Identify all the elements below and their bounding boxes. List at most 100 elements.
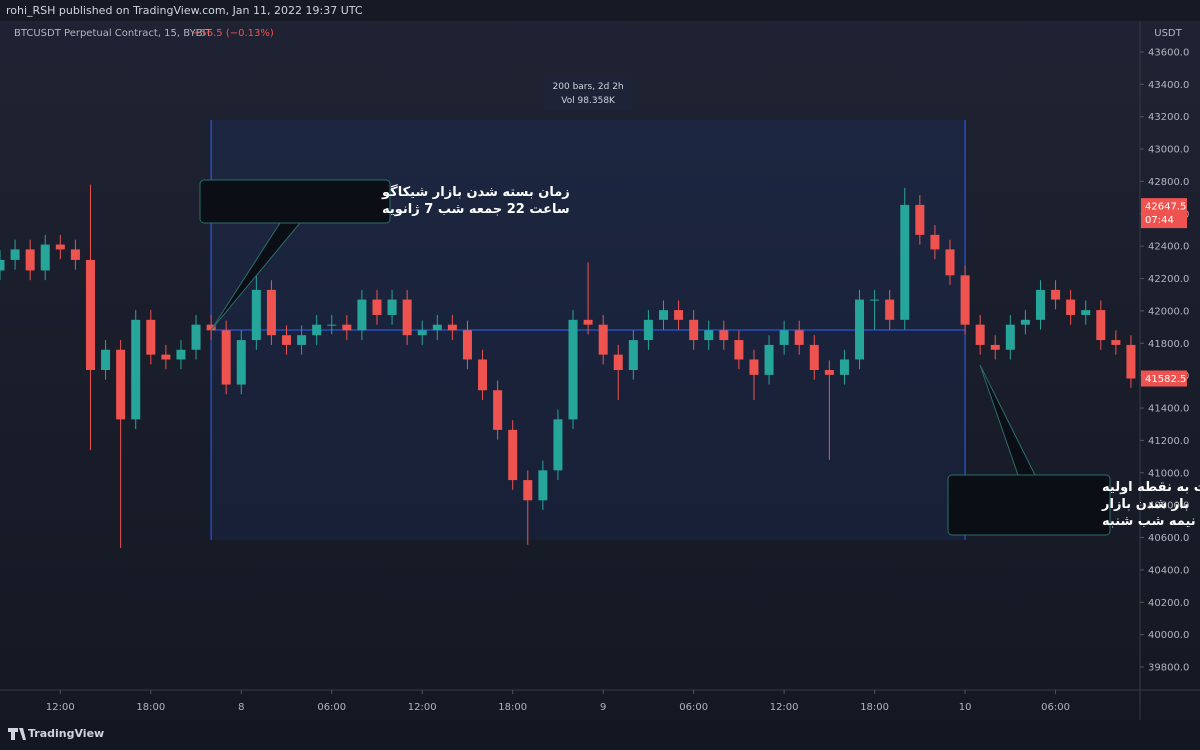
x-tick-label: 10 (959, 702, 972, 713)
candle-body (402, 299, 412, 336)
candle-body (282, 335, 292, 345)
y-tick-label: 42000.0 (1148, 306, 1189, 317)
candle-body (598, 324, 608, 355)
y-tick-label: 40000.0 (1148, 630, 1189, 641)
y-tick-label: 41200.0 (1148, 436, 1189, 447)
x-tick-label: 12:00 (408, 702, 437, 713)
candle-body (1066, 299, 1076, 315)
candle-body (1035, 289, 1045, 320)
candle-body (462, 330, 472, 360)
measure-bars: 200 bars, 2d 2h (553, 82, 624, 92)
candle-body (764, 344, 774, 375)
candle-body (809, 344, 819, 371)
candle-body (85, 259, 95, 371)
candle-body (417, 330, 427, 336)
candle-body (161, 354, 171, 360)
x-tick-label: 12:00 (46, 702, 75, 713)
candle-body (583, 319, 593, 325)
x-tick-label: 8 (238, 702, 244, 713)
candle-body (900, 204, 910, 320)
candle-body (432, 324, 442, 331)
candle-body (0, 259, 5, 271)
candle-body (146, 319, 156, 355)
candle-body (613, 354, 623, 371)
candle-body (493, 390, 503, 430)
candle-body (1111, 340, 1121, 345)
x-tick-label: 9 (600, 702, 606, 713)
x-tick-label: 06:00 (679, 702, 708, 713)
measure-label-bg (543, 75, 634, 111)
candle-body (342, 324, 352, 331)
candle-body (387, 299, 397, 315)
candle-body (357, 299, 367, 331)
candle-body (478, 359, 488, 391)
y-tick-label: 41000.0 (1148, 468, 1189, 479)
callout-text: نیمه شب شنبه (1102, 514, 1196, 529)
candle-body (176, 349, 186, 360)
candle-body (297, 335, 307, 345)
candle-body (538, 470, 548, 501)
footer (0, 720, 1200, 746)
candle-body (447, 324, 457, 331)
candle-body (236, 340, 246, 385)
candle-body (1051, 289, 1061, 300)
candle-body (1081, 310, 1091, 315)
candle-body (658, 310, 668, 320)
price-tag (1141, 198, 1187, 229)
candle-body (25, 249, 35, 271)
y-tick-label: 42400.0 (1148, 242, 1189, 253)
symbol: BTCUSDT Perpetual Contract, 15, BYBIT (14, 28, 212, 39)
candle-body (960, 275, 970, 325)
callout-text: زمان بسته شدن بازار شیکاگو (381, 184, 570, 200)
candle-body (930, 234, 940, 250)
candle-body (553, 419, 563, 471)
y-tick-label: 41800.0 (1148, 339, 1189, 350)
y-tick-label: 42800.0 (1148, 177, 1189, 188)
candle-body (674, 310, 684, 320)
price-tag-label: 41582.5 (1145, 374, 1186, 385)
candle-body (870, 299, 880, 301)
callout-text: باز شدن بازار (1101, 497, 1189, 512)
candle-body (508, 429, 518, 481)
price-tag (1141, 370, 1187, 387)
callout-text: برگشتن قیمت به نقطه اولیه (1102, 479, 1200, 495)
candle-body (689, 319, 699, 341)
y-tick-label: 42200.0 (1148, 274, 1189, 285)
y-tick-label: 43600.0 (1148, 47, 1189, 58)
candle-body (101, 349, 111, 371)
y-tick-label: 40800.0 (1148, 501, 1189, 512)
candle-body (40, 244, 50, 271)
y-tick-label: 40600.0 (1148, 533, 1189, 544)
candle-body (990, 344, 1000, 350)
candle-body (568, 319, 578, 420)
candle-body (131, 319, 141, 420)
candle-body (327, 324, 337, 326)
candle-body (719, 330, 729, 341)
candle-body (1096, 310, 1106, 341)
candle-body (749, 359, 759, 375)
x-tick-label: 12:00 (770, 702, 799, 713)
change: −56.5 (−0.13%) (192, 28, 274, 39)
published: rohi_RSH published on TradingView.com, J… (6, 4, 363, 17)
candle-body (779, 330, 789, 345)
x-tick-label: 18:00 (860, 702, 889, 713)
x-tick-label: 06:00 (317, 702, 346, 713)
x-tick-label: 18:00 (136, 702, 165, 713)
candle-body (1020, 319, 1030, 325)
candle-body (55, 244, 65, 250)
candle-body (191, 324, 201, 350)
currency: USDT (1154, 28, 1182, 39)
price-tag-time: 07:44 (1145, 215, 1174, 226)
candle-body (372, 299, 382, 315)
price-tag-label: 42647.5 (1145, 202, 1186, 213)
candle-body (885, 299, 895, 320)
measure-volume: Vol 98.358K (561, 96, 616, 106)
y-tick-label: 41400.0 (1148, 404, 1189, 415)
candle-body (855, 299, 865, 360)
brand: TradingView (28, 727, 104, 740)
candle-body (643, 319, 653, 341)
x-tick-label: 18:00 (498, 702, 527, 713)
